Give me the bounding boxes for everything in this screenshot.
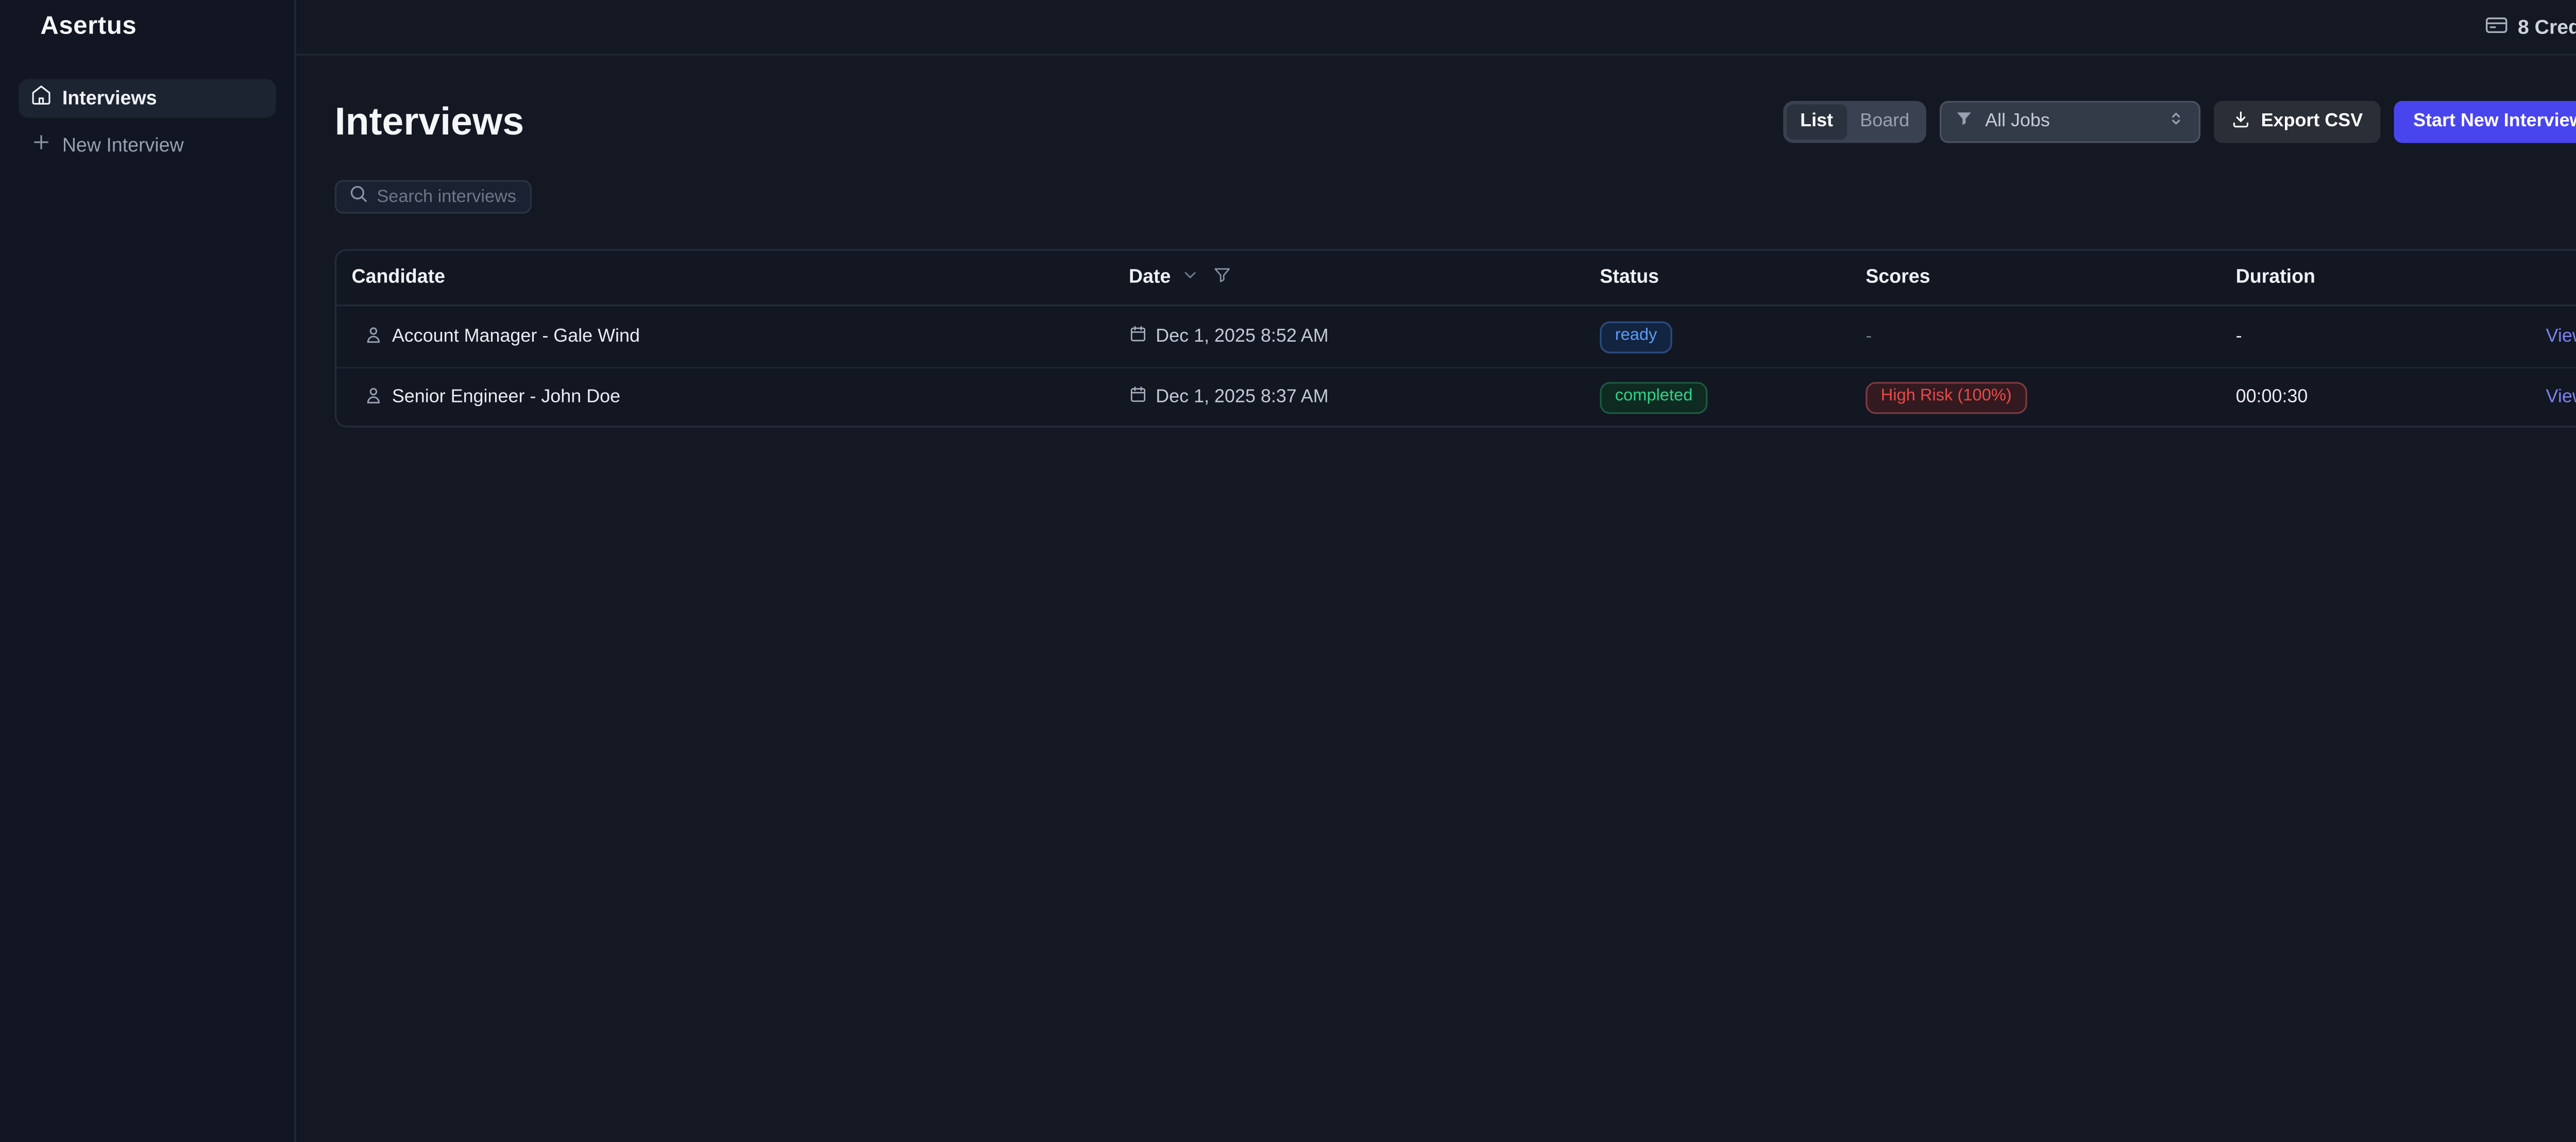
sidebar-nav: Interviews New Interview	[18, 79, 276, 165]
credits-indicator[interactable]: 8 Credits	[2484, 12, 2576, 41]
date-cell: Dec 1, 2025 8:37 AM	[1114, 385, 1585, 409]
table-header-row: Candidate Date Status Scores Duration	[336, 251, 2576, 307]
user-icon	[363, 324, 383, 349]
search-box	[334, 180, 532, 214]
scores-cell: -	[1866, 326, 1872, 347]
table-row[interactable]: Account Manager - Gale Wind Dec 1, 2025 …	[336, 306, 2576, 369]
column-header-candidate: Candidate	[351, 267, 445, 288]
credits-label: 8 Credits	[2517, 15, 2576, 39]
page-title: Interviews	[334, 99, 524, 143]
status-badge: completed	[1600, 381, 1708, 413]
plus-icon	[30, 130, 52, 161]
funnel-icon[interactable]	[1213, 266, 1231, 290]
page-content: Interviews List Board All Jobs	[296, 56, 2576, 1142]
home-icon	[30, 83, 52, 114]
status-cell: ready	[1585, 321, 1851, 353]
start-new-interview-label: Start New Interview	[2413, 111, 2576, 131]
toolbar: List Board All Jobs	[1783, 100, 2576, 142]
sidebar-item-label: Interviews	[62, 88, 157, 109]
actions-cell: View	[2523, 326, 2576, 346]
risk-badge: High Risk (100%)	[1866, 381, 2027, 413]
sidebar-item-interviews[interactable]: Interviews	[18, 79, 276, 118]
view-link[interactable]: View	[2546, 326, 2576, 347]
date-cell: Dec 1, 2025 8:52 AM	[1114, 325, 1585, 348]
start-new-interview-button[interactable]: Start New Interview	[2393, 100, 2576, 142]
sidebar-item-label: New Interview	[62, 135, 184, 156]
view-toggle: List Board	[1783, 100, 1926, 142]
status-cell: completed	[1585, 381, 1851, 413]
table-row[interactable]: Senior Engineer - John Doe Dec 1, 2025 8…	[336, 368, 2576, 426]
jobs-filter-select[interactable]: All Jobs	[1939, 100, 2201, 142]
view-toggle-board[interactable]: Board	[1846, 104, 1923, 139]
topbar: 8 Credits	[296, 0, 2576, 56]
candidate-cell: Senior Engineer - John Doe	[336, 384, 1114, 410]
duration-cell: -	[2235, 326, 2242, 347]
duration-cell: 00:00:30	[2235, 387, 2308, 408]
sidebar: Asertus Interviews New Interview	[0, 0, 296, 1142]
credit-card-icon	[2484, 12, 2508, 41]
search-input[interactable]	[377, 187, 518, 207]
column-header-date[interactable]: Date	[1114, 266, 1585, 290]
export-csv-button[interactable]: Export CSV	[2214, 100, 2380, 142]
jobs-filter-value: All Jobs	[1985, 111, 2050, 131]
export-csv-label: Export CSV	[2261, 111, 2363, 131]
scores-cell: High Risk (100%)	[1851, 381, 2221, 413]
page-header: Interviews List Board All Jobs	[335, 99, 2576, 143]
search-icon	[348, 182, 368, 212]
sidebar-item-new-interview[interactable]: New Interview	[19, 126, 276, 165]
date-value: Dec 1, 2025 8:37 AM	[1156, 387, 1329, 408]
chevrons-up-down-icon	[2167, 106, 2185, 137]
view-toggle-list[interactable]: List	[1787, 103, 1847, 139]
candidate-name: Account Manager - Gale Wind	[392, 326, 640, 347]
column-header-scores: Scores	[1866, 267, 1930, 288]
column-header-duration: Duration	[2235, 267, 2315, 288]
column-header-status: Status	[1600, 267, 1659, 288]
download-icon	[2231, 109, 2251, 134]
main-area: 8 Credits Interviews List Board All Jobs	[296, 0, 2576, 1142]
date-value: Dec 1, 2025 8:52 AM	[1156, 326, 1329, 347]
candidate-name: Senior Engineer - John Doe	[392, 387, 621, 408]
interviews-table: Candidate Date Status Scores Duration	[334, 249, 2576, 428]
calendar-icon	[1129, 385, 1147, 409]
brand-logo: Asertus	[40, 11, 137, 41]
chevron-down-icon[interactable]	[1181, 266, 1199, 290]
candidate-cell: Account Manager - Gale Wind	[336, 324, 1114, 349]
calendar-icon	[1129, 325, 1147, 348]
actions-cell: View	[2523, 387, 2576, 407]
filter-icon	[1955, 106, 1973, 137]
view-link[interactable]: View	[2546, 387, 2576, 408]
user-icon	[363, 384, 383, 410]
status-badge: ready	[1600, 321, 1672, 353]
